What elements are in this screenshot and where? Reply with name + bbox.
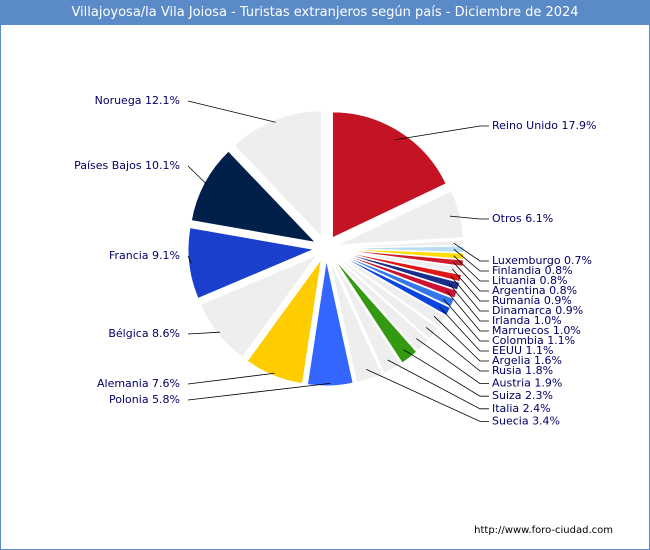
- source-credit: http://www.foro-ciudad.com: [474, 525, 613, 536]
- label-luxemburgo: Luxemburgo 0.7%: [492, 254, 592, 267]
- chart-title: Villajoyosa/la Vila Joiosa - Turistas ex…: [1, 1, 649, 25]
- label-eeuu: EEUU 1.1%: [492, 344, 553, 357]
- leader-line-argelia: [433, 316, 489, 362]
- label-paises-bajos: Países Bajos 10.1%: [74, 159, 180, 172]
- pie-slice-noruega: [233, 110, 323, 239]
- label-lituania: Lituania 0.8%: [492, 274, 567, 287]
- leader-line-italia: [387, 359, 489, 410]
- pie-slice-lituania: [337, 248, 465, 260]
- pie-slice-finlandia: [337, 245, 465, 253]
- pie-slice-alemania: [246, 258, 322, 385]
- leader-line-otros: [449, 215, 489, 220]
- pie-slice-suecia: [329, 259, 383, 384]
- leader-line-paises-bajos: [187, 165, 207, 185]
- label-argelia: Argelia 1.6%: [492, 354, 562, 367]
- leader-line-alemania: [187, 372, 275, 385]
- pie-slice-argelia: [335, 253, 447, 328]
- leader-line-belgica: [187, 331, 220, 335]
- pie-slices: [187, 110, 465, 387]
- label-finlandia: Finlandia 0.8%: [492, 264, 573, 277]
- leader-line-argentina: [452, 261, 489, 292]
- leader-line-finlandia: [453, 248, 489, 272]
- label-francia: Francia 9.1%: [109, 249, 180, 262]
- leader-line-suiza: [403, 349, 489, 397]
- pie-slice-luxemburgo: [337, 239, 465, 249]
- label-rusia: Rusia 1.8%: [492, 364, 553, 377]
- label-rumania: Rumanía 0.9%: [492, 294, 572, 307]
- label-belgica: Bélgica 8.6%: [108, 327, 180, 340]
- label-suecia: Suecia 3.4%: [492, 414, 560, 427]
- leader-line-eeuu: [439, 306, 489, 352]
- leader-line-rusia: [425, 327, 489, 372]
- label-irlanda: Irlanda 1.0%: [492, 314, 562, 327]
- leader-line-dinamarca: [450, 275, 489, 312]
- leader-line-lituania: [453, 255, 489, 282]
- label-dinamarca: Dinamarca 0.9%: [492, 304, 583, 317]
- pie-slice-suiza: [332, 257, 418, 364]
- label-austria: Austria 1.9%: [492, 377, 562, 390]
- leader-line-noruega: [187, 100, 276, 123]
- pie-slice-italia: [331, 258, 402, 374]
- leader-line-austria: [416, 338, 489, 385]
- label-otros: Otros 6.1%: [492, 212, 553, 225]
- leader-lines: [187, 100, 489, 422]
- label-colombia: Colombia 1.1%: [492, 334, 575, 347]
- leader-line-reino-unido: [394, 125, 489, 141]
- pie-slice-otros: [337, 190, 464, 246]
- leader-line-rumania: [451, 268, 489, 302]
- leader-line-luxemburgo: [453, 242, 489, 262]
- pie-slice-belgica: [199, 254, 319, 358]
- pie-slice-irlanda: [337, 250, 461, 291]
- label-marruecos: Marruecos 1.0%: [492, 324, 581, 337]
- pie-slice-austria: [334, 256, 430, 352]
- pie-slice-argentina: [337, 248, 465, 267]
- leader-line-francia: [187, 255, 192, 264]
- leader-line-irlanda: [448, 283, 489, 322]
- label-polonia: Polonia 5.8%: [109, 393, 180, 406]
- label-alemania: Alemania 7.6%: [97, 377, 180, 390]
- pie-slice-polonia: [306, 259, 354, 387]
- slice-labels: Reino Unido 17.9% Otros 6.1% Luxemburgo 0.…: [74, 94, 596, 427]
- pie-slice-francia: [187, 227, 316, 300]
- plot-area: Reino Unido 17.9% Otros 6.1% Luxemburgo 0.…: [10, 25, 640, 542]
- pie-slice-paises-bajos: [190, 150, 317, 244]
- pie-chart: Reino Unido 17.9% Otros 6.1% Luxemburgo 0.…: [74, 94, 613, 536]
- label-suiza: Suiza 2.3%: [492, 389, 553, 402]
- label-reino-unido: Reino Unido 17.9%: [492, 119, 596, 132]
- pie-slice-marruecos: [337, 251, 458, 299]
- label-argentina: Argentina 0.8%: [492, 284, 577, 297]
- label-italia: Italia 2.4%: [492, 402, 551, 415]
- leader-line-suecia: [366, 369, 489, 422]
- leader-line-colombia: [443, 298, 489, 342]
- label-noruega: Noruega 12.1%: [95, 94, 180, 107]
- pie-slice-reino-unido: [331, 111, 447, 239]
- pie-slice-rumania: [337, 249, 464, 275]
- leader-line-polonia: [187, 383, 331, 401]
- leader-line-marruecos: [446, 290, 489, 332]
